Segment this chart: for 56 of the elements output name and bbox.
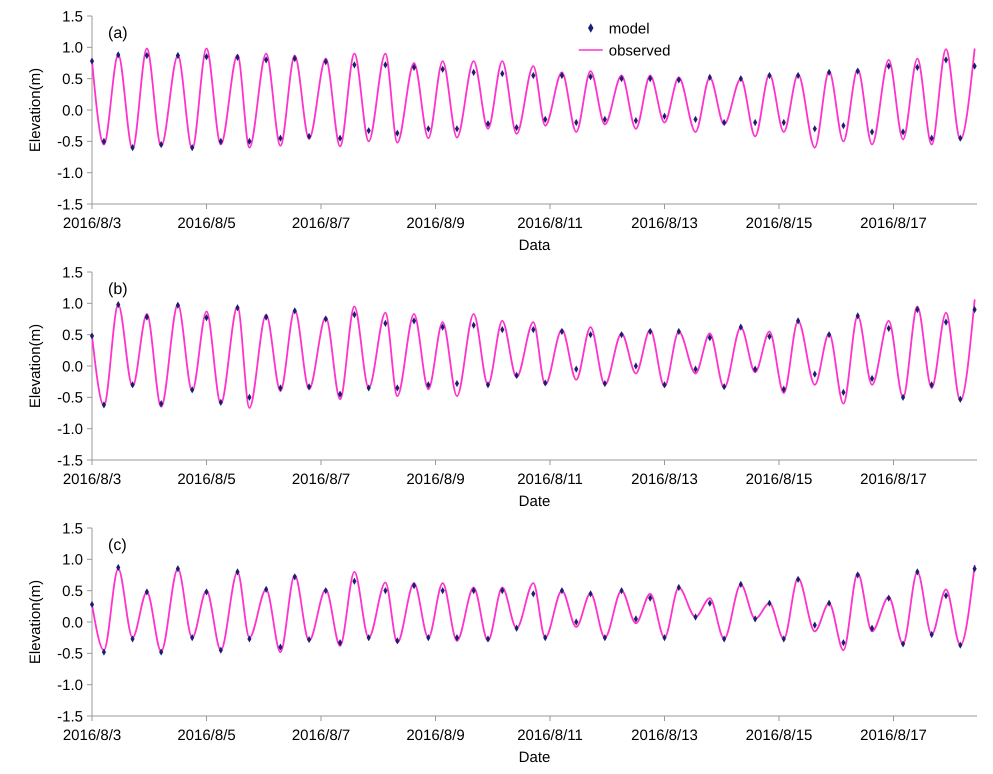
y-tick-label: -1.0: [57, 676, 83, 694]
x-tick-label: 2016/8/15: [746, 215, 812, 232]
x-tick-label: 2016/8/5: [177, 471, 236, 488]
annotation: (c): [108, 537, 127, 554]
x-tick-label: 2016/8/3: [62, 215, 122, 232]
y-axis-title: Elevation(m): [27, 68, 44, 152]
y-tick-label: 1.5: [62, 8, 83, 26]
x-tick-label: 2016/8/13: [631, 215, 698, 232]
legend-label: observed: [608, 42, 670, 60]
x-tick-label: 2016/8/7: [292, 215, 350, 232]
y-tick-label: 1.5: [62, 520, 83, 538]
x-tick-label: 2016/8/17: [860, 471, 927, 488]
x-tick-label: 2016/8/11: [517, 471, 583, 488]
y-tick-label: 0.0: [62, 614, 83, 632]
x-tick-label: 2016/8/3: [62, 727, 122, 744]
y-tick-label: -0.5: [57, 390, 83, 407]
x-tick-label: 2016/8/15: [746, 471, 812, 488]
x-axis-title: Date: [518, 749, 550, 766]
x-tick-label: 2016/8/5: [177, 727, 236, 744]
y-tick-label: -1.5: [57, 708, 83, 726]
x-tick-label: 2016/8/9: [406, 471, 465, 488]
x-tick-label: 2016/8/7: [292, 727, 350, 744]
y-tick-label: 0.5: [62, 326, 83, 344]
y-tick-label: 0.0: [62, 358, 83, 376]
annotation: (b): [108, 281, 128, 298]
y-tick-label: -1.5: [57, 452, 83, 470]
x-tick-label: 2016/8/3: [62, 471, 122, 488]
y-tick-label: -0.5: [57, 134, 83, 151]
y-tick-label: -1.0: [57, 164, 83, 182]
x-tick-label: 2016/8/7: [292, 471, 350, 488]
annotation: (a): [108, 25, 128, 42]
y-tick-label: 1.0: [62, 552, 83, 569]
x-tick-label: 2016/8/15: [746, 727, 812, 744]
y-axis-title: Elevation(m): [27, 324, 44, 408]
x-tick-label: 2016/8/17: [860, 727, 927, 744]
y-tick-label: -1.0: [57, 420, 83, 438]
x-tick-label: 2016/8/11: [517, 727, 583, 744]
x-tick-label: 2016/8/17: [860, 215, 927, 232]
legend-label: model: [608, 20, 650, 38]
x-tick-label: 2016/8/9: [406, 215, 465, 232]
y-tick-label: -1.5: [57, 196, 83, 214]
x-tick-label: 2016/8/9: [406, 727, 465, 744]
y-tick-label: 0.0: [62, 102, 83, 120]
x-axis-title: Date: [518, 493, 550, 510]
x-tick-label: 2016/8/13: [631, 727, 698, 744]
x-tick-label: 2016/8/5: [177, 215, 236, 232]
x-tick-label: 2016/8/13: [631, 471, 698, 488]
y-tick-label: 0.5: [62, 582, 83, 600]
y-tick-label: -0.5: [57, 646, 83, 663]
y-tick-label: 0.5: [62, 70, 83, 88]
y-tick-label: 1.0: [62, 296, 83, 313]
y-axis-title: Elevation(m): [27, 580, 44, 664]
x-tick-label: 2016/8/11: [517, 215, 583, 232]
x-axis-title: Data: [518, 237, 551, 254]
y-tick-label: 1.0: [62, 40, 83, 57]
y-tick-label: 1.5: [62, 264, 83, 282]
